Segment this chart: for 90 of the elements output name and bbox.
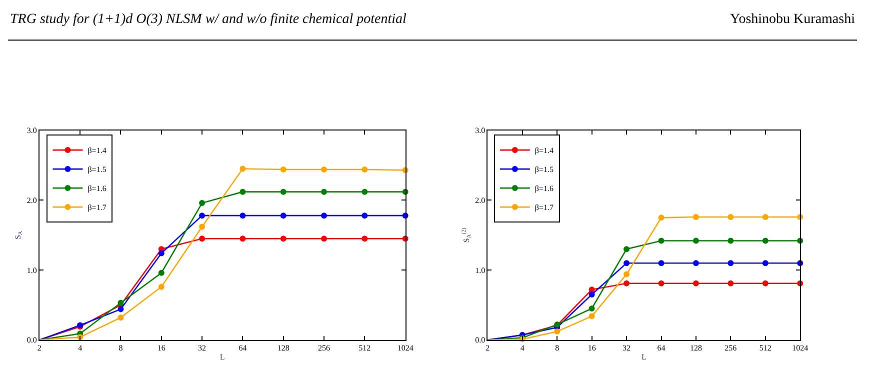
point: [658, 214, 664, 221]
legend-label: β=1.6: [534, 184, 554, 194]
point: [240, 166, 246, 172]
x-tick-label: 1024: [792, 344, 808, 353]
point: [692, 260, 699, 266]
point: [692, 214, 699, 220]
point: [158, 284, 164, 290]
point: [240, 236, 246, 242]
x-tick-label: 2: [37, 344, 42, 353]
point: [624, 271, 630, 278]
text: TRG study for (1+1)d O(3) NLSM w/ and w/o finite chemical potential: [10, 12, 406, 27]
legend-label: β=1.6: [88, 184, 106, 194]
point: [240, 212, 246, 219]
point: [624, 280, 630, 286]
legend-label: β=1.4: [534, 146, 554, 156]
point: [762, 280, 768, 286]
point: [762, 214, 768, 220]
point: [240, 188, 246, 195]
point: [362, 166, 368, 172]
x-tick-label: 1024: [397, 344, 414, 353]
point: [692, 280, 699, 286]
y-tick-label: 2.0: [26, 196, 37, 206]
x-tick-label: 64: [657, 344, 666, 353]
point: [658, 238, 664, 244]
y-tick-label: 1.0: [26, 266, 37, 275]
point: [280, 188, 286, 195]
point: [362, 212, 368, 219]
text: Yoshinobu Kuramashi: [730, 12, 856, 27]
x-tick-label: 8: [118, 344, 123, 353]
point: [362, 188, 368, 195]
point: [118, 306, 124, 312]
point: [118, 300, 124, 306]
x-axis-title: L: [641, 352, 646, 362]
point: [762, 260, 768, 266]
point: [588, 305, 595, 312]
x-tick-label: 16: [157, 344, 166, 353]
x-tick-label: 128: [277, 344, 290, 353]
x-tick-label: 256: [318, 344, 330, 353]
x-tick-label: 4: [520, 344, 524, 353]
point: [280, 166, 286, 172]
point: [280, 236, 286, 242]
legend-label: β=1.7: [88, 203, 106, 212]
y-tick-label: 0.0: [26, 336, 37, 345]
point: [762, 238, 768, 244]
point: [624, 260, 630, 266]
legend-label: β=1.5: [534, 165, 554, 174]
x-tick-label: 32: [622, 344, 631, 353]
legend-label: β=1.7: [534, 203, 554, 212]
x-tick-label: 4: [78, 344, 82, 353]
point: [280, 212, 286, 219]
point: [728, 260, 734, 266]
point: [728, 238, 734, 244]
y-tick-label: 3.0: [475, 126, 486, 136]
y-tick-label: 2.0: [475, 196, 486, 206]
x-tick-label: 64: [238, 344, 247, 353]
point: [199, 224, 206, 230]
point: [199, 200, 206, 206]
x-tick-label: 2: [486, 344, 490, 353]
point: [554, 328, 560, 335]
point: [588, 313, 595, 320]
x-axis-title: L: [220, 352, 225, 362]
y-tick-label: 1.0: [475, 266, 486, 275]
x-tick-label: 128: [690, 344, 702, 353]
x-tick-label: 512: [759, 344, 772, 353]
point: [158, 250, 164, 256]
x-tick-label: 256: [724, 344, 737, 353]
x-tick-label: 32: [198, 344, 206, 353]
point: [728, 280, 734, 286]
point: [692, 238, 699, 244]
point: [658, 260, 664, 266]
x-tick-label: 512: [358, 344, 371, 353]
point: [624, 246, 630, 252]
point: [199, 236, 206, 242]
legend-label: β=1.5: [88, 165, 106, 174]
point: [321, 166, 328, 172]
point: [362, 236, 368, 242]
point: [658, 280, 664, 286]
point: [118, 314, 124, 321]
point: [158, 270, 164, 276]
legend-label: β=1.4: [88, 146, 106, 156]
point: [588, 292, 595, 298]
y-tick-label: 0.0: [475, 336, 486, 345]
point: [321, 236, 328, 242]
point: [199, 212, 206, 219]
point: [321, 188, 328, 195]
point: [728, 214, 734, 220]
y-tick-label: 3.0: [26, 126, 37, 136]
x-tick-label: 8: [555, 344, 560, 353]
point: [321, 212, 328, 219]
x-tick-label: 16: [588, 344, 596, 353]
